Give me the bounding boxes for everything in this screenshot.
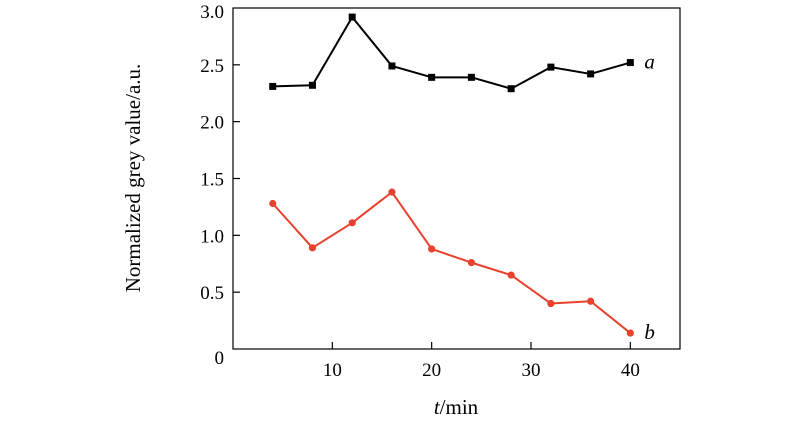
series-b-point [388, 188, 396, 196]
series-b-point [547, 299, 555, 308]
x-tick-label: 10 [323, 360, 342, 381]
series-b-point [308, 244, 317, 252]
x-axis-label-variable: t [434, 395, 441, 419]
series-b-point [348, 219, 356, 227]
series-b-label: b [644, 320, 655, 344]
plot-frame [232, 7, 681, 350]
series-a-point [308, 81, 316, 89]
series-a-point [428, 73, 436, 81]
series-b-point [467, 259, 475, 267]
x-axis-label-unit: /min [440, 395, 479, 419]
series-a-point [269, 82, 277, 90]
y-tick-label: 0 [215, 348, 225, 369]
x-tick-label: 30 [522, 360, 541, 381]
y-tick-label: 2.5 [200, 56, 224, 77]
y-tick-label: 3.0 [200, 2, 224, 23]
x-tick-label: 40 [621, 360, 640, 381]
series-b-point [626, 329, 634, 337]
series-b-point [587, 297, 595, 305]
y-tick-label: 1.0 [200, 226, 224, 247]
series-a-point [388, 62, 396, 70]
series-a-point [507, 85, 515, 93]
series-b-point [507, 271, 515, 279]
y-tick-label: 1.5 [200, 170, 224, 191]
series-a-point [547, 63, 555, 71]
series-b-line [271, 191, 631, 334]
series-b-point [428, 245, 436, 253]
y-tick-label: 2.0 [200, 113, 224, 134]
ticks-layer: 10 20 30 40 0 0.5 1.0 1.5 2.0 2.5 3.0 [200, 2, 640, 381]
series-a-point [626, 59, 634, 67]
series-a-point [467, 73, 475, 81]
y-axis-label: Normalized grey value/a.u. [121, 64, 145, 293]
x-axis-label: t/min [434, 395, 479, 419]
series-b-point [269, 199, 277, 208]
series-a-point [348, 13, 356, 21]
series-a-line [272, 16, 631, 90]
series-a-point [587, 70, 595, 78]
series-a-label: a [644, 50, 655, 74]
series-layer: ab [269, 13, 655, 344]
y-tick-label: 0.5 [200, 283, 224, 304]
x-tick-label: 20 [422, 360, 441, 381]
